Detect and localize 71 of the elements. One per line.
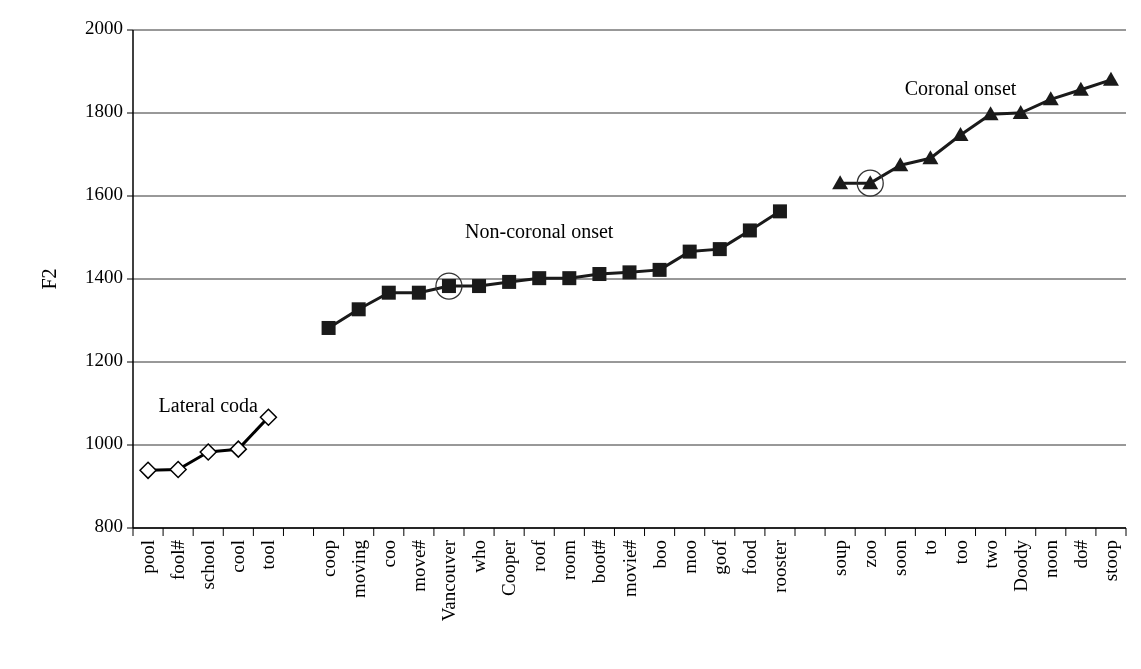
x-tick-label: coop <box>317 540 339 577</box>
x-tick-label: cool <box>227 540 249 573</box>
y-axis-title: F2 <box>38 268 60 290</box>
x-tick-label: food <box>738 539 760 575</box>
x-tick-label: move# <box>407 539 429 592</box>
point <box>472 279 487 294</box>
x-tick-label: moving <box>347 539 369 599</box>
point <box>1102 71 1119 86</box>
x-tick-label: soon <box>889 539 911 576</box>
point <box>1072 81 1089 96</box>
point <box>381 285 396 300</box>
point <box>652 262 667 277</box>
x-tick-label: boot# <box>588 539 610 584</box>
point <box>321 320 336 335</box>
x-tick-label: Cooper <box>498 539 520 596</box>
y-tick-label: 1200 <box>85 349 123 371</box>
point <box>832 175 849 190</box>
x-tick-label: tool <box>257 540 279 570</box>
point <box>742 223 757 238</box>
annotation: Non-coronal onset <box>465 220 614 243</box>
annotation: Lateral coda <box>158 394 259 417</box>
y-tick-label: 2000 <box>85 17 123 39</box>
point <box>712 242 727 257</box>
x-tick-label: fool# <box>167 539 189 581</box>
point <box>169 460 187 479</box>
x-tick-label: rooster <box>768 539 790 593</box>
x-tick-label: goof <box>708 539 730 575</box>
x-tick-label: who <box>468 540 490 573</box>
point <box>562 271 577 286</box>
x-tick-label: zoo <box>859 540 881 568</box>
point <box>199 443 217 461</box>
x-tick-label: room <box>558 539 580 581</box>
x-tick-label: moo <box>678 540 700 574</box>
point <box>1012 105 1029 119</box>
y-tick-label: 1800 <box>85 100 123 122</box>
point <box>259 408 278 426</box>
x-tick-label: too <box>949 540 971 565</box>
point <box>351 302 366 317</box>
y-tick-label: 800 <box>94 515 123 537</box>
x-tick-label: stoop <box>1099 540 1121 582</box>
x-tick-label: Vancouver <box>437 539 459 622</box>
point <box>982 106 999 121</box>
point <box>502 274 517 289</box>
point <box>772 204 787 219</box>
x-tick-label: boo <box>648 540 670 569</box>
x-tick-label: coo <box>377 540 399 568</box>
y-tick-label: 1600 <box>85 183 123 205</box>
annotation: Coronal onset <box>904 77 1017 99</box>
x-tick-label: school <box>197 540 219 590</box>
x-tick-label: Doody <box>1009 539 1031 592</box>
x-tick-label: noon <box>1039 539 1061 578</box>
x-tick-label: soup <box>829 540 851 576</box>
y-tick-label: 1000 <box>85 432 123 454</box>
point <box>229 440 248 458</box>
x-tick-label: pool <box>137 540 159 574</box>
x-tick-label: two <box>979 540 1001 569</box>
y-tick-label: 1400 <box>85 266 123 288</box>
point <box>411 285 426 300</box>
x-tick-label: movie# <box>618 539 640 597</box>
x-tick-label: roof <box>528 539 550 572</box>
point <box>532 271 547 286</box>
x-tick-label: do# <box>1069 539 1091 569</box>
point <box>922 150 939 165</box>
x-tick-label: to <box>919 540 941 555</box>
point <box>622 265 637 280</box>
point <box>1042 91 1059 106</box>
point <box>952 126 969 141</box>
point <box>682 244 697 259</box>
point <box>892 157 909 172</box>
point <box>592 267 607 282</box>
point <box>139 461 157 480</box>
